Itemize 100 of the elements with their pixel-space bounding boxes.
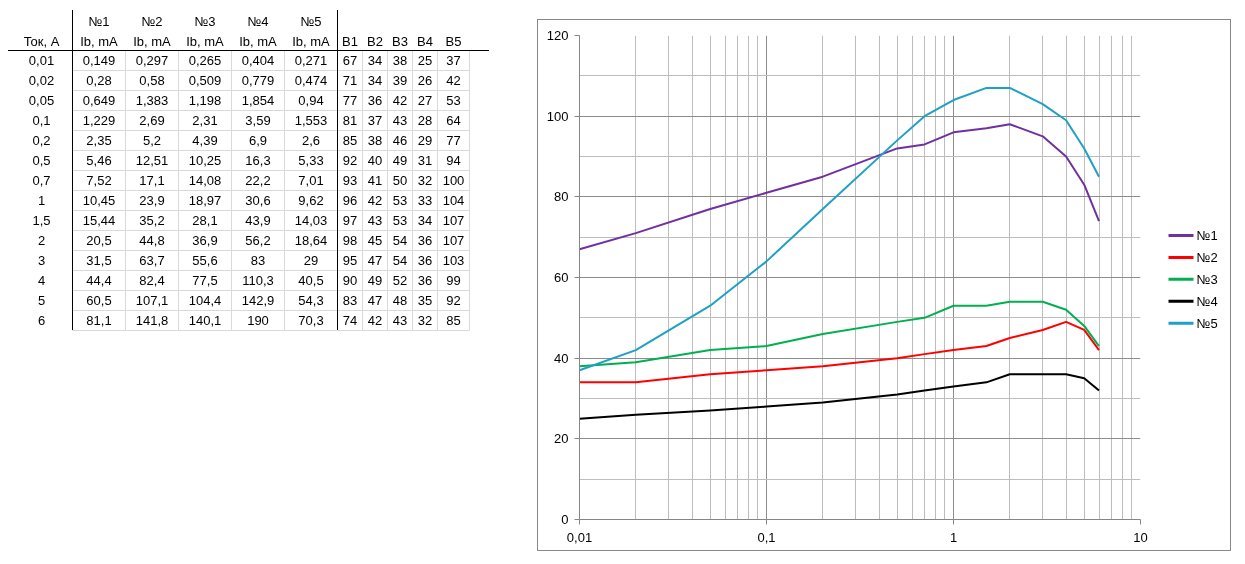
y-tick-label: 0,1 (32, 113, 51, 128)
x-tick-label: B1 (342, 34, 358, 49)
data-label: 36 (367, 93, 383, 108)
legend-label: №5 (1196, 315, 1218, 331)
data-label: 18,64 (294, 233, 328, 248)
data-label: 26 (417, 73, 433, 88)
data-label: 104 (442, 193, 465, 208)
data-label: 0,58 (139, 73, 165, 88)
y-tick-label: 0,5 (32, 153, 51, 168)
data-label: 67 (342, 53, 358, 68)
x-tick-label: №4 Ib, mA (239, 14, 278, 49)
data-label: 77,5 (192, 273, 218, 288)
data-label: 100 (442, 173, 465, 188)
data-label: 0,94 (298, 93, 324, 108)
data-label: 6,9 (248, 133, 268, 148)
data-label: 34 (367, 53, 383, 68)
data-label: 2,31 (192, 113, 218, 128)
data-label: 2,35 (86, 133, 112, 148)
data-label: 83 (250, 253, 266, 268)
data-label: 90 (342, 273, 358, 288)
data-label: 190 (247, 313, 269, 328)
data-label: 93 (342, 173, 358, 188)
data-label: 38 (367, 133, 383, 148)
data-label: 37 (367, 113, 383, 128)
data-label: 2,69 (139, 113, 165, 128)
data-label: 37 (446, 53, 461, 68)
data-label: 0,779 (241, 73, 275, 88)
data-label: 31,5 (86, 253, 112, 268)
data-label: 3,59 (245, 113, 271, 128)
data-label: 74 (342, 313, 358, 328)
data-label: 35,2 (139, 213, 165, 228)
data-label: 77 (342, 93, 358, 108)
data-label: 56,2 (245, 233, 271, 248)
y-tick-label: 0,2 (32, 133, 51, 148)
data-label: 103 (442, 253, 465, 268)
data-label: 43 (367, 213, 383, 228)
data-label: 43 (392, 113, 408, 128)
y-tick-label: 20 (554, 431, 569, 447)
data-label: 107 (442, 213, 465, 228)
data-label: 36 (417, 273, 433, 288)
data-label: 81,1 (86, 313, 112, 328)
data-label: 47 (367, 253, 383, 268)
data-label: 47 (367, 293, 383, 308)
data-label: 92 (446, 293, 461, 308)
data-label: 34 (417, 213, 433, 228)
data-label: 33 (417, 193, 433, 208)
data-label: 10,45 (82, 193, 116, 208)
data-label: 81 (342, 113, 358, 128)
data-label: 27 (417, 93, 433, 108)
x-tick-label: №1 Ib, mA (80, 14, 119, 49)
x-tick-label: B2 (367, 34, 383, 49)
data-label: 99 (446, 273, 461, 288)
data-label: 32 (417, 173, 433, 188)
y-tick-label: 1 (37, 193, 46, 208)
data-label: 29 (303, 253, 319, 268)
y-axis-title: Ток, А (23, 34, 60, 49)
data-label: 15,44 (82, 213, 116, 228)
data-label: 140,1 (188, 313, 222, 328)
data-label: 71 (342, 73, 358, 88)
data-label: 43 (392, 313, 408, 328)
x-tick-label: B5 (445, 34, 462, 49)
y-tick-label: 0,05 (28, 93, 55, 108)
data-label: 1,198 (188, 93, 222, 108)
y-tick-label: 1,5 (32, 213, 51, 228)
x-tick-label: 0,01 (566, 529, 593, 545)
data-label: 53 (392, 213, 408, 228)
data-label: 0,28 (86, 73, 112, 88)
data-label: 22,2 (245, 173, 271, 188)
data-label: 5,2 (142, 133, 162, 148)
data-label: 54 (392, 233, 408, 248)
x-tick-label: 10 (1133, 529, 1148, 545)
data-label: 23,9 (139, 193, 165, 208)
data-label: 70,3 (298, 313, 324, 328)
data-label: 1,229 (82, 113, 116, 128)
legend-label: №1 (1196, 227, 1218, 243)
y-tick-label: 5 (37, 293, 46, 308)
data-label: 40,5 (298, 273, 324, 288)
x-tick-label: B4 (417, 34, 433, 49)
y-tick-label: 40 (554, 350, 569, 366)
legend-label: №3 (1196, 271, 1218, 287)
data-label: 104,4 (188, 293, 222, 308)
data-label: 42 (367, 313, 383, 328)
x-tick-label: B3 (392, 34, 408, 49)
data-label: 10,25 (188, 153, 222, 168)
data-label: 0,404 (241, 53, 275, 68)
data-label: 48 (392, 293, 408, 308)
data-label: 63,7 (139, 253, 165, 268)
y-tick-label: 3 (37, 253, 46, 268)
data-label: 25 (417, 53, 433, 68)
data-label: 94 (446, 153, 461, 168)
legend-label: №2 (1196, 249, 1218, 265)
data-label: 142,9 (241, 293, 275, 308)
data-label: 7,01 (298, 173, 324, 188)
x-tick-label: 0,1 (757, 529, 776, 545)
y-tick-label: 0,01 (28, 53, 55, 68)
data-label: 29 (417, 133, 433, 148)
data-label: 54,3 (298, 293, 324, 308)
data-label: 0,474 (294, 73, 328, 88)
data-label: 0,509 (188, 73, 222, 88)
data-label: 42 (446, 73, 461, 88)
